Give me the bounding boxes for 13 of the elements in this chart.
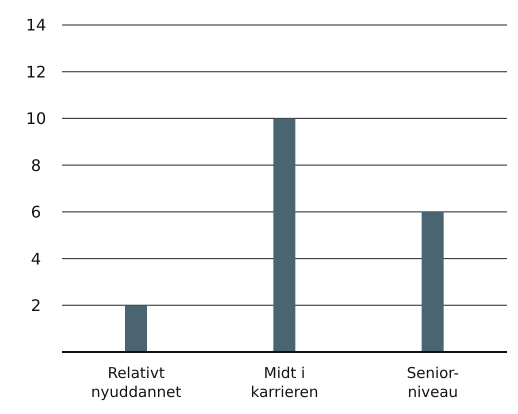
x-tick-label: Relativt nyuddannet <box>91 364 182 401</box>
x-tick-label: Midt i karrieren <box>250 364 318 401</box>
y-tick-label: 14 <box>26 16 46 35</box>
y-tick-label: 10 <box>26 109 46 128</box>
bar <box>125 305 147 352</box>
y-tick-label: 6 <box>30 202 42 222</box>
x-tick-label: Senior-niveau <box>406 364 459 401</box>
y-tick-label: 2 <box>30 296 42 315</box>
y-tick-label: 4 <box>30 249 42 268</box>
bar <box>273 118 296 352</box>
y-tick-label: 8 <box>30 156 42 175</box>
y-tick-label: 12 <box>26 62 46 82</box>
bar <box>422 212 444 352</box>
